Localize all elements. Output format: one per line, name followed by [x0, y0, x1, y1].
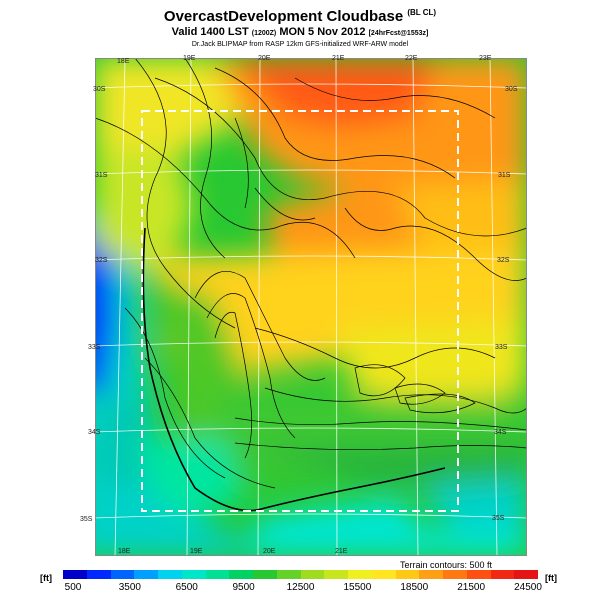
- cloudbase-map: [95, 58, 527, 556]
- lon-bottom-label: 18E: [118, 548, 131, 555]
- colorbar: [63, 570, 538, 579]
- colorbar-swatch: [466, 570, 491, 579]
- title-text: OvercastDevelopment Cloudbase: [163, 8, 404, 25]
- colorbar-swatch: [371, 570, 396, 579]
- title-suffix: (BL CL): [407, 8, 437, 17]
- lat-lon-grid: [95, 58, 527, 556]
- lat-left-label: 35S: [80, 516, 93, 523]
- valid-code: (1200Z): [251, 30, 277, 37]
- colorbar-swatch: [490, 570, 515, 579]
- model-domain-box: [141, 110, 459, 512]
- lon-top-label: 19E: [183, 55, 196, 62]
- colorbar-swatch: [134, 570, 158, 579]
- colorbar-tick-label: 6500: [175, 582, 198, 593]
- colorbar-swatch: [443, 570, 467, 579]
- colorbar-unit-right: [ft]: [545, 573, 557, 583]
- lat-left-label: 33S: [88, 344, 101, 351]
- coastline: [142, 227, 446, 512]
- colorbar-tick-label: 3500: [118, 582, 141, 593]
- colorbar-unit-left: [ft]: [40, 573, 52, 583]
- lat-left-label: 30S: [93, 86, 106, 93]
- terrain-contour-note: Terrain contours: 500 ft: [400, 560, 493, 570]
- lon-bottom-label: 19E: [190, 548, 203, 555]
- lon-top-label: 23E: [479, 55, 492, 62]
- colorbar-swatch: [348, 570, 372, 579]
- colorbar-swatch: [253, 570, 277, 579]
- lat-right-label: 30S: [505, 86, 518, 93]
- model-credit: Dr.Jack BLIPMAP from RASP 12km GFS-initi…: [191, 41, 409, 48]
- colorbar-swatch: [324, 570, 348, 579]
- lat-right-label: 33S: [495, 344, 508, 351]
- colorbar-tick-label: 18500: [400, 582, 429, 593]
- terrain-contours: [95, 58, 527, 489]
- lat-left-label: 31S: [95, 172, 108, 179]
- colorbar-tick-label: 21500: [457, 582, 486, 593]
- valid-main: Valid 1400 LST: [171, 26, 249, 38]
- colorbar-swatch: [158, 570, 182, 579]
- lat-right-label: 34S: [494, 429, 507, 436]
- colorbar-tick-label: 15500: [343, 582, 372, 593]
- colorbar-swatch: [229, 570, 253, 579]
- colorbar-swatch: [205, 570, 230, 579]
- colorbar-swatch: [300, 570, 325, 579]
- colorbar-swatch: [63, 570, 87, 579]
- map-title: OvercastDevelopment Cloudbase (BL CL): [0, 8, 600, 25]
- colorbar-swatch: [181, 570, 206, 579]
- colorbar-swatch: [395, 570, 420, 579]
- cloudbase-field: [95, 58, 527, 556]
- colorbar-ticks: 500 3500 6500 9500 12500 15500 18500 21500 24500: [63, 582, 542, 594]
- lon-top-label: 21E: [332, 55, 345, 62]
- colorbar-tick-label: 12500: [286, 582, 315, 593]
- colorbar-tick-label: 9500: [232, 582, 255, 593]
- lon-top-label: 22E: [405, 55, 418, 62]
- lon-bottom-label: 21E: [335, 548, 348, 555]
- valid-time: Valid 1400 LST (1200Z) MON 5 Nov 2012 [2…: [0, 26, 600, 38]
- lat-left-label: 32S: [95, 257, 108, 264]
- lat-right-label: 32S: [497, 257, 510, 264]
- colorbar-swatch: [514, 570, 538, 579]
- lat-right-label: 31S: [498, 172, 511, 179]
- colorbar-swatch: [110, 570, 135, 579]
- lat-right-label: 35S: [492, 515, 505, 522]
- lon-top-label: 18E: [117, 58, 130, 65]
- colorbar-swatch: [276, 570, 301, 579]
- lon-top-label: 20E: [258, 55, 271, 62]
- colorbar-tick-label: 24500: [514, 582, 542, 593]
- colorbar-tick-label: 500: [64, 582, 82, 593]
- valid-note: [24hrFcst@1553z]: [368, 30, 429, 37]
- lon-bottom-label: 20E: [263, 548, 276, 555]
- colorbar-swatch: [419, 570, 443, 579]
- valid-date: MON 5 Nov 2012: [279, 26, 366, 38]
- colorbar-swatch: [86, 570, 111, 579]
- lat-left-label: 34S: [88, 429, 101, 436]
